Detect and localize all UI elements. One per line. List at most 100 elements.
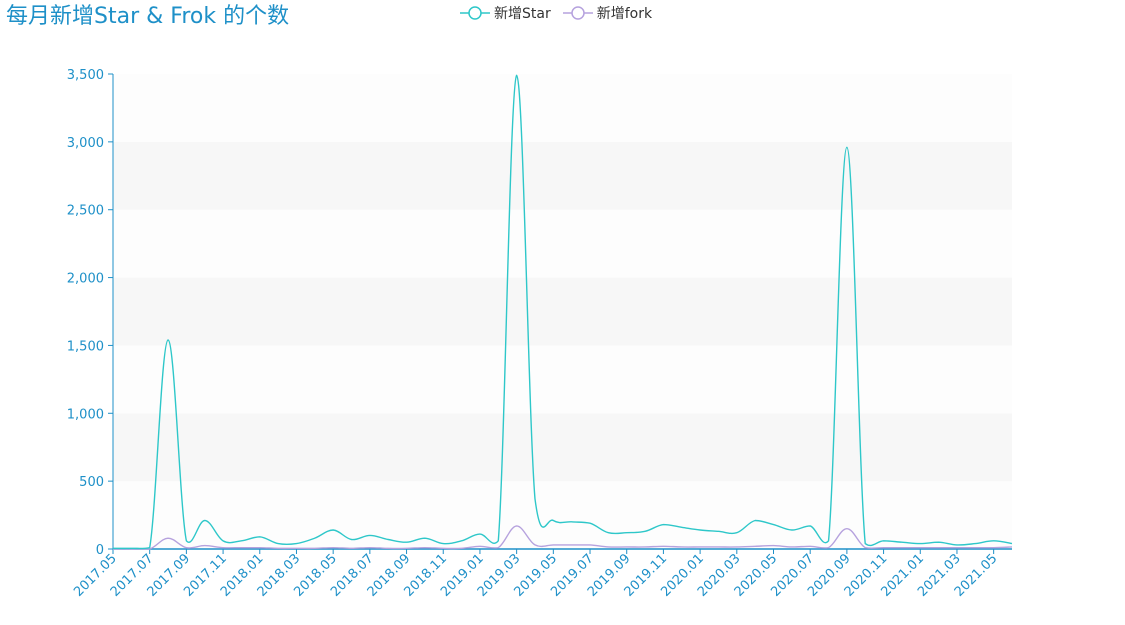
data-point-fork bbox=[441, 546, 445, 550]
data-point-star bbox=[258, 535, 262, 539]
data-point-fork bbox=[808, 544, 812, 548]
data-point-star bbox=[221, 539, 225, 543]
grid-band bbox=[113, 74, 1012, 142]
data-point-fork bbox=[900, 546, 904, 550]
data-point-fork bbox=[588, 543, 592, 547]
data-point-star bbox=[882, 539, 886, 543]
data-point-star bbox=[680, 525, 684, 529]
chart-title: 每月新增Star & Frok 的个数 bbox=[6, 4, 290, 29]
data-point-star bbox=[918, 542, 922, 546]
data-point-fork bbox=[184, 546, 188, 550]
data-point-star bbox=[148, 546, 152, 550]
grid-band bbox=[113, 141, 1012, 210]
grid-band bbox=[113, 209, 1012, 278]
data-point-fork bbox=[973, 546, 977, 550]
data-point-fork bbox=[313, 546, 317, 550]
y-tick-label: 3,000 bbox=[67, 136, 104, 151]
data-point-star bbox=[790, 528, 794, 532]
data-point-star bbox=[661, 523, 665, 527]
data-point-fork bbox=[606, 545, 610, 549]
y-tick-label: 500 bbox=[79, 475, 104, 490]
circle-line-icon bbox=[460, 6, 490, 20]
data-point-star bbox=[1010, 542, 1014, 546]
data-point-fork bbox=[937, 546, 941, 550]
data-point-fork bbox=[790, 545, 794, 549]
data-point-star bbox=[441, 542, 445, 546]
series-line-star bbox=[112, 74, 1013, 550]
data-point-fork bbox=[258, 546, 262, 550]
data-point-star bbox=[496, 539, 500, 543]
data-point-fork bbox=[698, 545, 702, 549]
data-point-star bbox=[771, 523, 775, 527]
data-point-star bbox=[973, 542, 977, 546]
data-point-star bbox=[863, 542, 867, 546]
legend-label-star: 新增Star bbox=[494, 6, 551, 22]
data-point-fork bbox=[166, 536, 170, 540]
data-point-fork bbox=[331, 546, 335, 550]
grid-band bbox=[113, 413, 1012, 482]
data-point-star bbox=[239, 539, 243, 543]
data-point-star bbox=[900, 540, 904, 544]
circle-line-icon bbox=[562, 6, 593, 20]
data-point-fork bbox=[350, 546, 354, 550]
legend-label-fork: 新增fork bbox=[596, 6, 653, 22]
data-point-star bbox=[184, 539, 188, 543]
data-point-star bbox=[515, 73, 519, 77]
y-tick-label: 3,500 bbox=[67, 68, 104, 83]
data-point-star bbox=[111, 546, 115, 550]
data-point-fork bbox=[716, 545, 720, 549]
y-tick-label: 2,500 bbox=[67, 204, 104, 219]
data-point-star bbox=[606, 531, 610, 535]
data-point-star bbox=[937, 540, 941, 544]
data-point-fork bbox=[221, 546, 225, 550]
data-point-fork bbox=[625, 545, 629, 549]
data-point-star bbox=[460, 539, 464, 543]
data-point-fork bbox=[570, 543, 574, 547]
data-point-fork bbox=[294, 546, 298, 550]
data-point-fork bbox=[680, 545, 684, 549]
legend-item-fork[interactable]: 新增fork bbox=[562, 3, 653, 23]
data-point-star bbox=[735, 531, 739, 535]
grid-band bbox=[113, 277, 1012, 346]
data-point-star bbox=[716, 529, 720, 533]
data-point-fork bbox=[863, 546, 867, 550]
series-line-fork bbox=[113, 525, 1013, 550]
data-point-star bbox=[753, 519, 757, 523]
data-point-star bbox=[405, 540, 409, 544]
data-point-star bbox=[423, 536, 427, 540]
data-point-star bbox=[643, 529, 647, 533]
data-point-star bbox=[350, 538, 354, 542]
data-point-star bbox=[129, 546, 133, 550]
data-point-star bbox=[625, 531, 629, 535]
data-point-fork bbox=[478, 544, 482, 548]
y-tick-label: 1,000 bbox=[67, 407, 104, 422]
data-point-star bbox=[955, 543, 959, 547]
data-point-star bbox=[313, 536, 317, 540]
data-point-star bbox=[276, 542, 280, 546]
data-point-star bbox=[166, 338, 170, 342]
data-point-fork bbox=[386, 546, 390, 550]
data-point-fork bbox=[643, 545, 647, 549]
data-point-fork bbox=[661, 544, 665, 548]
legend-item-star[interactable]: 新增Star bbox=[460, 3, 551, 23]
data-point-star bbox=[992, 539, 996, 543]
data-point-star bbox=[570, 520, 574, 524]
data-point-fork bbox=[882, 546, 886, 550]
data-point-fork bbox=[992, 546, 996, 550]
data-point-fork bbox=[827, 546, 831, 550]
data-point-fork bbox=[460, 546, 464, 550]
data-point-star bbox=[386, 538, 390, 542]
y-tick-label: 0 bbox=[96, 543, 104, 558]
data-point-fork bbox=[845, 527, 849, 531]
data-point-fork bbox=[753, 544, 757, 548]
data-point-star bbox=[827, 539, 831, 543]
data-point-fork bbox=[239, 546, 243, 550]
y-tick-label: 1,500 bbox=[67, 339, 104, 354]
data-point-fork bbox=[515, 524, 519, 528]
y-tick-label: 2,000 bbox=[67, 272, 104, 287]
data-point-fork bbox=[203, 544, 207, 548]
data-point-star bbox=[368, 533, 372, 537]
data-point-fork bbox=[276, 546, 280, 550]
grid-band bbox=[113, 345, 1012, 414]
